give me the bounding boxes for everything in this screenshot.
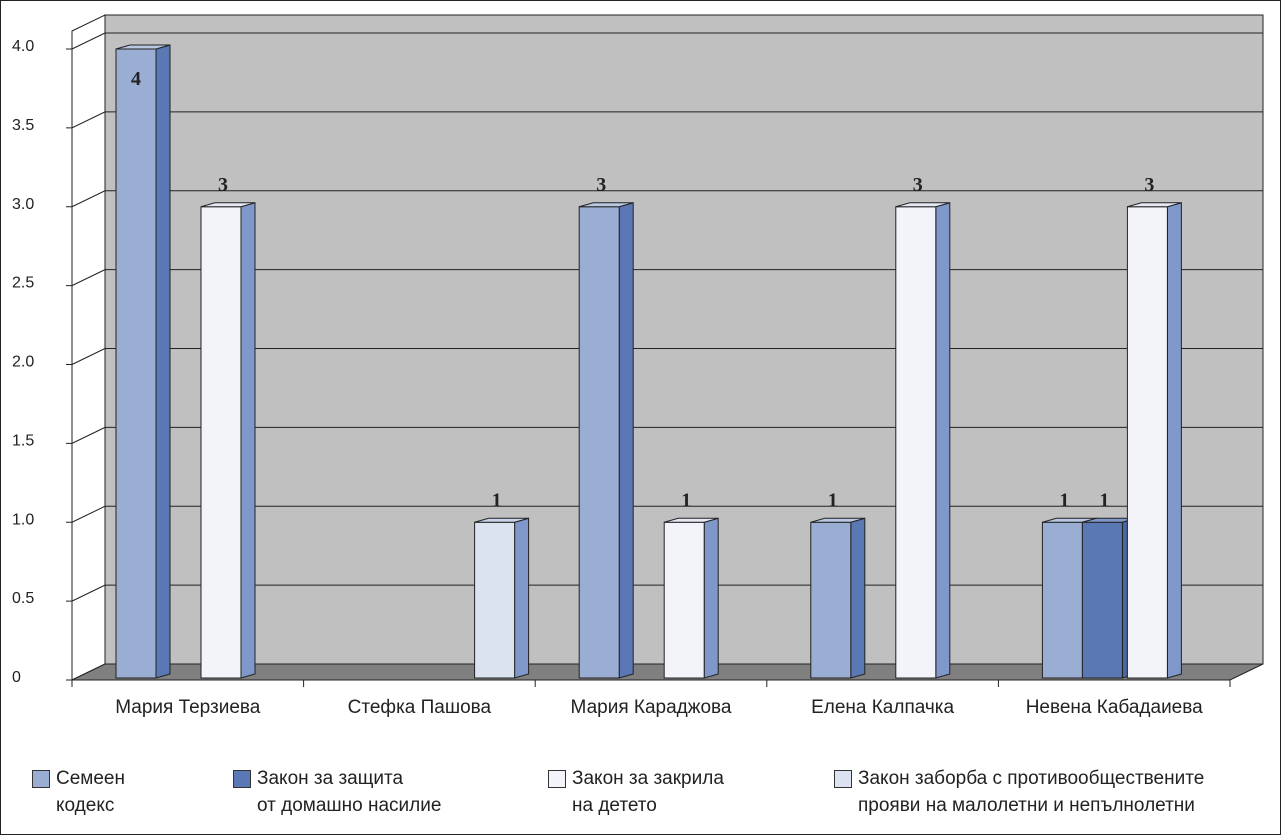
data-label: 1	[492, 489, 502, 511]
gridline-side	[71, 426, 106, 444]
bar	[474, 521, 516, 679]
gridline-side	[71, 32, 106, 50]
bar-top	[810, 517, 865, 523]
legend-label-line2: прояви на малолетни и непълнолетни	[858, 795, 1195, 816]
y-tick-label: 0	[12, 669, 21, 686]
legend-item-semeen: Семеен кодекс	[32, 765, 125, 819]
bar-top	[664, 517, 719, 523]
data-label: 3	[596, 174, 606, 196]
data-label: 3	[218, 174, 228, 196]
y-tick-label: 1.5	[12, 432, 34, 449]
legend-item-antisocial: Закон заборба с противообществените проя…	[834, 765, 1204, 819]
y-tick-label: 2.0	[12, 354, 34, 371]
bar-side	[618, 202, 634, 679]
legend-label-line1: Закон за закрила	[572, 768, 724, 789]
bar	[1041, 521, 1083, 679]
bar-group: 3	[895, 174, 951, 679]
bar-top	[200, 202, 256, 208]
y-tick-label: 2.5	[12, 275, 34, 292]
bar-group: 3	[1126, 174, 1182, 679]
x-category-label: Мария Терзиева	[115, 697, 261, 718]
bar	[200, 206, 242, 679]
bar	[1081, 521, 1123, 679]
bar	[115, 48, 157, 679]
legend-swatch-child-protection	[548, 770, 566, 788]
y-tick-label: 3.5	[12, 117, 34, 134]
y-tick-label: 1.0	[12, 511, 34, 528]
bar-side	[514, 517, 530, 679]
bar-group: 1	[663, 489, 719, 679]
bar	[578, 206, 620, 679]
gridline-side	[71, 348, 106, 365]
x-category-label: Стефка Пашова	[348, 697, 492, 718]
y-tick-label: 0.5	[12, 590, 34, 607]
legend-label-child-protection: Закон за закрила на детето	[572, 765, 724, 819]
data-label: 1	[681, 489, 691, 511]
bar-top	[895, 202, 950, 208]
bar	[1126, 206, 1168, 679]
data-label: 1	[1059, 489, 1069, 511]
bar	[663, 521, 705, 679]
bar-side	[850, 517, 866, 679]
bar-group: 3	[578, 174, 634, 679]
bar-group: 4	[115, 44, 171, 679]
data-label: 3	[1144, 174, 1154, 196]
gridline-side	[71, 269, 106, 287]
legend-label-line2: на детето	[572, 795, 657, 816]
bar-group: 3	[200, 174, 256, 679]
legend-label-antisocial: Закон заборба с противообществените проя…	[858, 765, 1204, 819]
bar-side	[703, 517, 719, 679]
legend-swatch-domestic-violence	[233, 770, 251, 788]
legend-label-line1: Семеен	[56, 768, 125, 789]
legend-label-line2: кодекс	[56, 795, 115, 816]
bar-top	[579, 202, 634, 208]
bar-top	[474, 517, 529, 523]
legend-label-line1: Закон заборба с противообществените	[858, 768, 1205, 789]
data-label: 1	[1099, 489, 1109, 511]
bar-side	[935, 202, 951, 679]
bar-side	[240, 202, 256, 679]
bar-group: 1	[810, 489, 866, 679]
legend-label-semeen: Семеен кодекс	[56, 765, 125, 819]
legend-label-domestic-violence: Закон за защита от домашно насилие	[257, 765, 441, 819]
data-label: 3	[913, 174, 923, 196]
bar-side	[155, 44, 171, 679]
bar-top	[115, 44, 171, 50]
x-category-label: Мария Караджова	[571, 697, 732, 718]
data-label: 4	[131, 68, 141, 90]
gridline-side	[71, 505, 106, 523]
gridline-side	[71, 584, 106, 602]
gridline-side	[71, 190, 106, 208]
bar-group: 1	[474, 489, 530, 679]
y-tick-label: 4.0	[12, 38, 34, 55]
x-category-label: Невена Кабадаиева	[1026, 697, 1203, 718]
legend-swatch-antisocial	[834, 770, 852, 788]
legend-swatch-semeen	[32, 770, 50, 788]
x-category-label: Елена Калпачка	[811, 697, 954, 718]
legend-item-domestic-violence: Закон за защита от домашно насилие	[233, 765, 441, 819]
legend-label-line1: Закон за защита	[257, 768, 404, 789]
bar	[895, 206, 937, 679]
legend-item-child-protection: Закон за закрила на детето	[548, 765, 724, 819]
bar-top	[1127, 202, 1182, 208]
y-tick-label: 3.0	[12, 196, 34, 213]
gridline-side	[71, 111, 106, 129]
bar-side	[1166, 202, 1182, 679]
data-label: 1	[828, 489, 838, 511]
bar	[810, 521, 852, 679]
legend-label-line2: от домашно насилие	[257, 795, 442, 816]
